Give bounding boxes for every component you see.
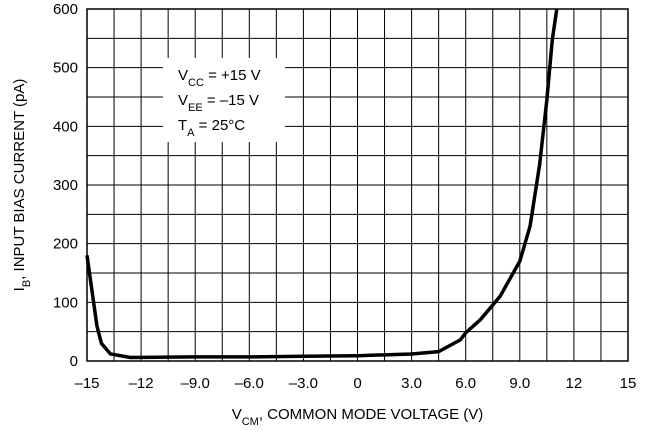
label-main: V (178, 67, 188, 84)
label-sub: A (187, 127, 195, 139)
label-rest: = –15 V (203, 92, 259, 109)
y-tick-label: 300 (53, 177, 78, 194)
curve (85, 8, 559, 360)
x-tick-label: 15 (620, 375, 637, 392)
x-tick-label: 9.0 (509, 375, 530, 392)
annotation: TA = 25°C (178, 117, 245, 139)
label-main: V (178, 92, 188, 109)
y-tick-label: 600 (53, 1, 78, 18)
annotation-box (163, 58, 285, 142)
label-sub: B (21, 280, 33, 287)
label-sub: CM (242, 416, 259, 428)
x-tick-label: –3.0 (289, 375, 318, 392)
x-axis-label: VCM, COMMON MODE VOLTAGE (V) (232, 406, 484, 428)
y-tick-label: 500 (53, 60, 78, 77)
y-tick-label: 400 (53, 118, 78, 135)
x-tick-label: 0 (353, 375, 361, 392)
label-main: I (11, 287, 28, 291)
annotation: VCC = +15 V (178, 67, 261, 89)
x-tick-label: 12 (566, 375, 583, 392)
y-tick-label: 100 (53, 294, 78, 311)
label-main: T (178, 117, 187, 134)
label-rest: , COMMON MODE VOLTAGE (V) (259, 406, 483, 423)
label-sub: EE (188, 102, 203, 114)
label-sub: CC (188, 77, 204, 89)
x-tick-label: –9.0 (181, 375, 210, 392)
y-tick-label: 0 (70, 353, 78, 370)
label-rest: , INPUT BIAS CURRENT (pA) (11, 79, 28, 280)
x-tick-label: 3.0 (401, 375, 422, 392)
y-axis-label: IB, INPUT BIAS CURRENT (pA) (11, 79, 33, 292)
label-main: V (232, 406, 242, 423)
label-rest: = 25°C (195, 117, 246, 134)
y-tick-label: 200 (53, 236, 78, 253)
x-tick-label: 6.0 (455, 375, 476, 392)
x-tick-label: –15 (74, 375, 99, 392)
plot-frame (86, 8, 629, 362)
x-tick-label: –12 (129, 375, 154, 392)
x-tick-label: –6.0 (235, 375, 264, 392)
label-rest: = +15 V (204, 67, 261, 84)
annotation: VEE = –15 V (178, 92, 259, 114)
